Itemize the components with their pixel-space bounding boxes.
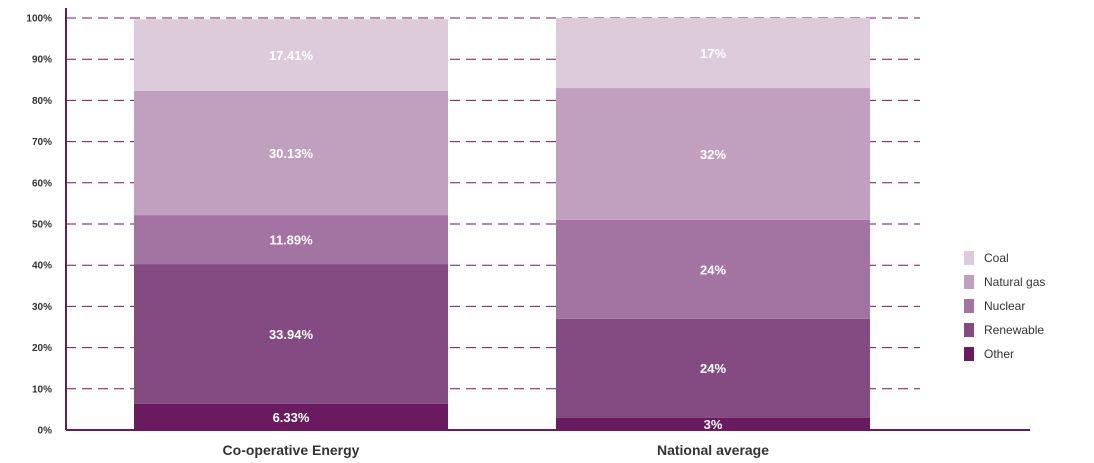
y-tick-label: 0%: [38, 426, 53, 437]
bar-segment-label: 32%: [700, 147, 726, 162]
legend: Coal Natural gas Nuclear Renewable Other: [964, 246, 1045, 366]
legend-label: Natural gas: [984, 275, 1046, 289]
y-tick-label: 90%: [32, 55, 52, 66]
y-tick-label: 40%: [32, 261, 52, 272]
bar-segment: [134, 264, 448, 404]
y-tick-label: 30%: [32, 302, 52, 313]
y-tick-label: 80%: [32, 96, 52, 107]
y-tick-label: 20%: [32, 343, 52, 354]
legend-item: Coal: [964, 246, 1045, 270]
legend-label: Coal: [984, 251, 1009, 265]
y-tick-label: 70%: [32, 137, 52, 148]
legend-swatch: [964, 323, 974, 337]
bar-segment-label: 30.13%: [269, 146, 314, 161]
legend-swatch: [964, 275, 974, 289]
bar-segment: [556, 88, 870, 220]
bar-segment: [556, 18, 870, 89]
bar-segment: [134, 19, 448, 91]
x-axis-category-labels: Co-operative Energy National average: [223, 442, 770, 458]
legend-label: Nuclear: [984, 299, 1026, 313]
bar-stack: 6.33% 33.94% 11.89% 30.13% 17.41%: [134, 19, 448, 430]
bar-segment: [134, 403, 448, 430]
legend-label: Other: [984, 347, 1015, 361]
legend-item: Other: [964, 342, 1045, 366]
x-category-label: National average: [657, 442, 769, 458]
bar-segment-label: 24%: [700, 361, 726, 376]
bar-segment-label: 17.41%: [269, 48, 314, 63]
legend-label: Renewable: [984, 323, 1045, 337]
legend-swatch: [964, 347, 974, 361]
y-tick-label: 60%: [32, 178, 52, 189]
y-tick-label: 100%: [26, 14, 52, 25]
bar-segment: [556, 417, 870, 430]
legend-item: Renewable: [964, 318, 1045, 342]
y-tick-label: 10%: [32, 384, 52, 395]
bar-segment: [134, 215, 448, 265]
bar-segment-label: 17%: [700, 46, 726, 61]
bar-segment-label: 33.94%: [269, 327, 314, 342]
bar-segment: [556, 318, 870, 418]
bar-segment-label: 11.89%: [269, 233, 313, 248]
legend-item: Natural gas: [964, 270, 1045, 294]
bar-stack: 3% 24% 24% 32% 17%: [556, 18, 870, 432]
legend-swatch: [964, 251, 974, 265]
legend-swatch: [964, 299, 974, 313]
bar-segment-label: 6.33%: [273, 410, 310, 425]
y-axis-tick-labels: 0% 10% 20% 30% 40% 50% 60% 70% 80% 90% 100%: [26, 14, 52, 437]
y-tick-label: 50%: [32, 220, 52, 231]
bar-segment: [134, 90, 448, 216]
x-category-label: Co-operative Energy: [223, 442, 360, 458]
bar-segment: [556, 219, 870, 319]
legend-item: Nuclear: [964, 294, 1045, 318]
bar-segment-label: 3%: [704, 417, 723, 432]
bar-segment-label: 24%: [700, 262, 726, 277]
bar-stacks: 6.33% 33.94% 11.89% 30.13% 17.41% 3% 24% 24% 32%…: [134, 18, 870, 432]
